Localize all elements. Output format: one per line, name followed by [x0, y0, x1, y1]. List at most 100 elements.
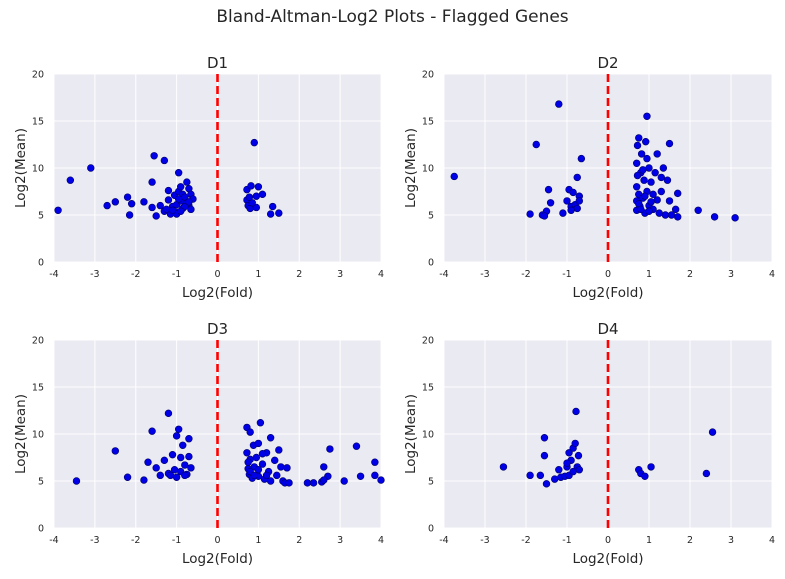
data-point [653, 150, 661, 158]
data-point [177, 183, 185, 191]
data-point [356, 472, 365, 480]
x-tick-label: -1 [172, 535, 181, 546]
data-point [103, 201, 111, 210]
data-point [657, 173, 665, 182]
data-point [252, 453, 261, 462]
data-point [277, 463, 285, 471]
x-tick-label: -1 [562, 269, 571, 280]
panel-title: D1 [207, 54, 228, 72]
data-point [569, 188, 577, 197]
data-point [187, 464, 195, 472]
data-point [647, 178, 655, 186]
x-tick-label: 2 [687, 269, 693, 280]
x-axis-label: Log2(Fold) [182, 551, 253, 567]
x-tick-label: -4 [49, 535, 58, 546]
data-point [450, 172, 458, 181]
data-point [160, 456, 169, 465]
data-point [144, 458, 152, 466]
x-tick-label: -1 [562, 535, 571, 546]
data-point [111, 198, 120, 206]
y-tick-label: 10 [32, 164, 44, 175]
data-point [377, 476, 385, 484]
data-point [643, 154, 651, 163]
panel-4: -4 -3 -2 -1 0 1 2 3 4 0 5 10 15 20 D4 Log2(Fold) Log2(Me… [403, 320, 775, 567]
y-tick-label: 10 [32, 430, 44, 441]
x-tick-label: 4 [378, 535, 384, 546]
x-tick-label: -2 [521, 269, 530, 280]
data-point [174, 169, 183, 177]
x-tick-label: -4 [439, 535, 448, 546]
data-point [577, 154, 586, 163]
x-tick-label: 4 [769, 535, 775, 546]
data-point [731, 214, 739, 222]
x-tick-label: 1 [255, 535, 261, 546]
y-tick-label: 5 [38, 211, 44, 222]
data-point [243, 449, 251, 457]
data-point [258, 190, 267, 199]
data-point [655, 209, 663, 217]
data-point [152, 464, 160, 472]
data-point [532, 140, 540, 149]
x-tick-label: 3 [728, 269, 734, 280]
data-point [54, 206, 62, 215]
data-point [185, 198, 193, 206]
x-tick-label: 1 [646, 269, 652, 280]
x-tick-label: -3 [90, 535, 99, 546]
data-point [661, 211, 670, 219]
x-tick-label: 4 [769, 269, 775, 280]
data-point [250, 471, 258, 480]
data-point [320, 463, 328, 471]
data-point [127, 200, 136, 208]
data-point [123, 473, 132, 481]
data-point [639, 166, 647, 174]
data-point [179, 441, 187, 449]
data-point [252, 203, 261, 212]
data-point [245, 193, 254, 201]
y-axis-label: Log2(Mean) [13, 394, 29, 474]
x-tick-label: 3 [337, 535, 343, 546]
x-tick-label: 0 [605, 535, 611, 546]
data-point [164, 196, 173, 204]
panel-2: -4 -3 -2 -1 0 1 2 3 4 0 5 10 15 20 D2 Log2(Fold) Log2(Me… [403, 54, 775, 301]
data-point [657, 187, 665, 196]
y-axis-label: Log2(Mean) [403, 128, 419, 208]
data-point [633, 141, 642, 150]
data-point [641, 472, 649, 480]
data-point [340, 477, 348, 485]
data-point [665, 139, 674, 148]
y-axis-label: Log2(Mean) [13, 128, 29, 208]
data-point [540, 451, 549, 460]
data-point [572, 407, 580, 416]
data-point [555, 466, 563, 474]
data-point [172, 432, 181, 440]
x-tick-label: 3 [337, 269, 343, 280]
data-point [156, 471, 164, 480]
data-point [563, 459, 571, 467]
data-point [166, 471, 175, 480]
data-point [632, 159, 641, 168]
figure-title: Bland-Altman-Log2 Plots - Flagged Genes [216, 7, 569, 27]
data-point [177, 453, 185, 462]
data-point [647, 463, 655, 471]
data-point [633, 171, 642, 180]
data-point [303, 479, 312, 487]
data-point [573, 173, 581, 182]
data-point [140, 476, 148, 484]
y-tick-label: 15 [32, 117, 44, 128]
data-point [183, 178, 191, 186]
x-tick-label: -2 [131, 535, 140, 546]
data-point [254, 466, 263, 474]
data-point [258, 460, 267, 468]
data-point [266, 477, 275, 485]
x-tick-label: 0 [214, 269, 220, 280]
data-point [254, 183, 263, 191]
y-tick-label: 0 [38, 258, 44, 269]
data-point [174, 425, 183, 433]
data-point [72, 477, 81, 485]
x-tick-label: 2 [296, 269, 302, 280]
data-point [150, 152, 158, 160]
data-point [540, 434, 549, 442]
data-point [575, 197, 583, 205]
x-tick-label: 0 [605, 269, 611, 280]
